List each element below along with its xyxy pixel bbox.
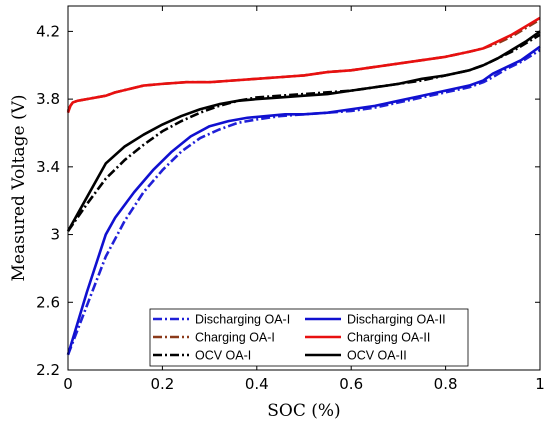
y-tick-label: 3.4 [36,158,60,176]
y-axis-title: Measured Voltage (V) [9,95,29,282]
x-tick-label: 0.4 [245,375,269,393]
legend: Discharging OA-I Discharging OA-II Chargin… [149,308,469,367]
legend-label-discharging-oa-ii: Discharging OA-II [347,313,446,327]
x-tick-label: 0.2 [150,375,174,393]
y-tick-label: 2.2 [36,361,60,379]
plot-area-frame [67,5,541,371]
series-line-discharging-oa-i [66,48,541,356]
y-tick-label: 3 [50,226,60,244]
y-tick-label: 3.8 [36,90,60,108]
axis-ticks: 0 0.2 0.4 0.6 0.8 1 2.2 2.6 3 3.4 3.8 4.2 [36,6,545,393]
legend-label-charging-oa-i: Charging OA-I [195,331,275,345]
x-tick-label: 0 [63,375,73,393]
series-line-charging-oa-ii [66,16,541,114]
series-layer [66,16,541,356]
x-tick-label: 1 [535,375,545,393]
y-tick-label: 2.6 [36,293,60,311]
legend-label-ocv-oa-ii: OCV OA-II [347,349,407,363]
legend-label-ocv-oa-i: OCV OA-I [195,349,251,363]
series-line-charging-oa-i [66,18,541,112]
x-axis-title: SOC (%) [267,401,340,421]
series-line-ocv-oa-ii [66,30,541,232]
series-line-ocv-oa-i [66,33,541,232]
legend-label-charging-oa-ii: Charging OA-II [347,331,430,345]
series-line-discharging-oa-ii [66,45,541,356]
x-tick-label: 0.8 [434,375,458,393]
y-tick-label: 4.2 [36,22,60,40]
x-tick-label: 0.6 [339,375,363,393]
legend-label-discharging-oa-i: Discharging OA-I [195,313,290,327]
